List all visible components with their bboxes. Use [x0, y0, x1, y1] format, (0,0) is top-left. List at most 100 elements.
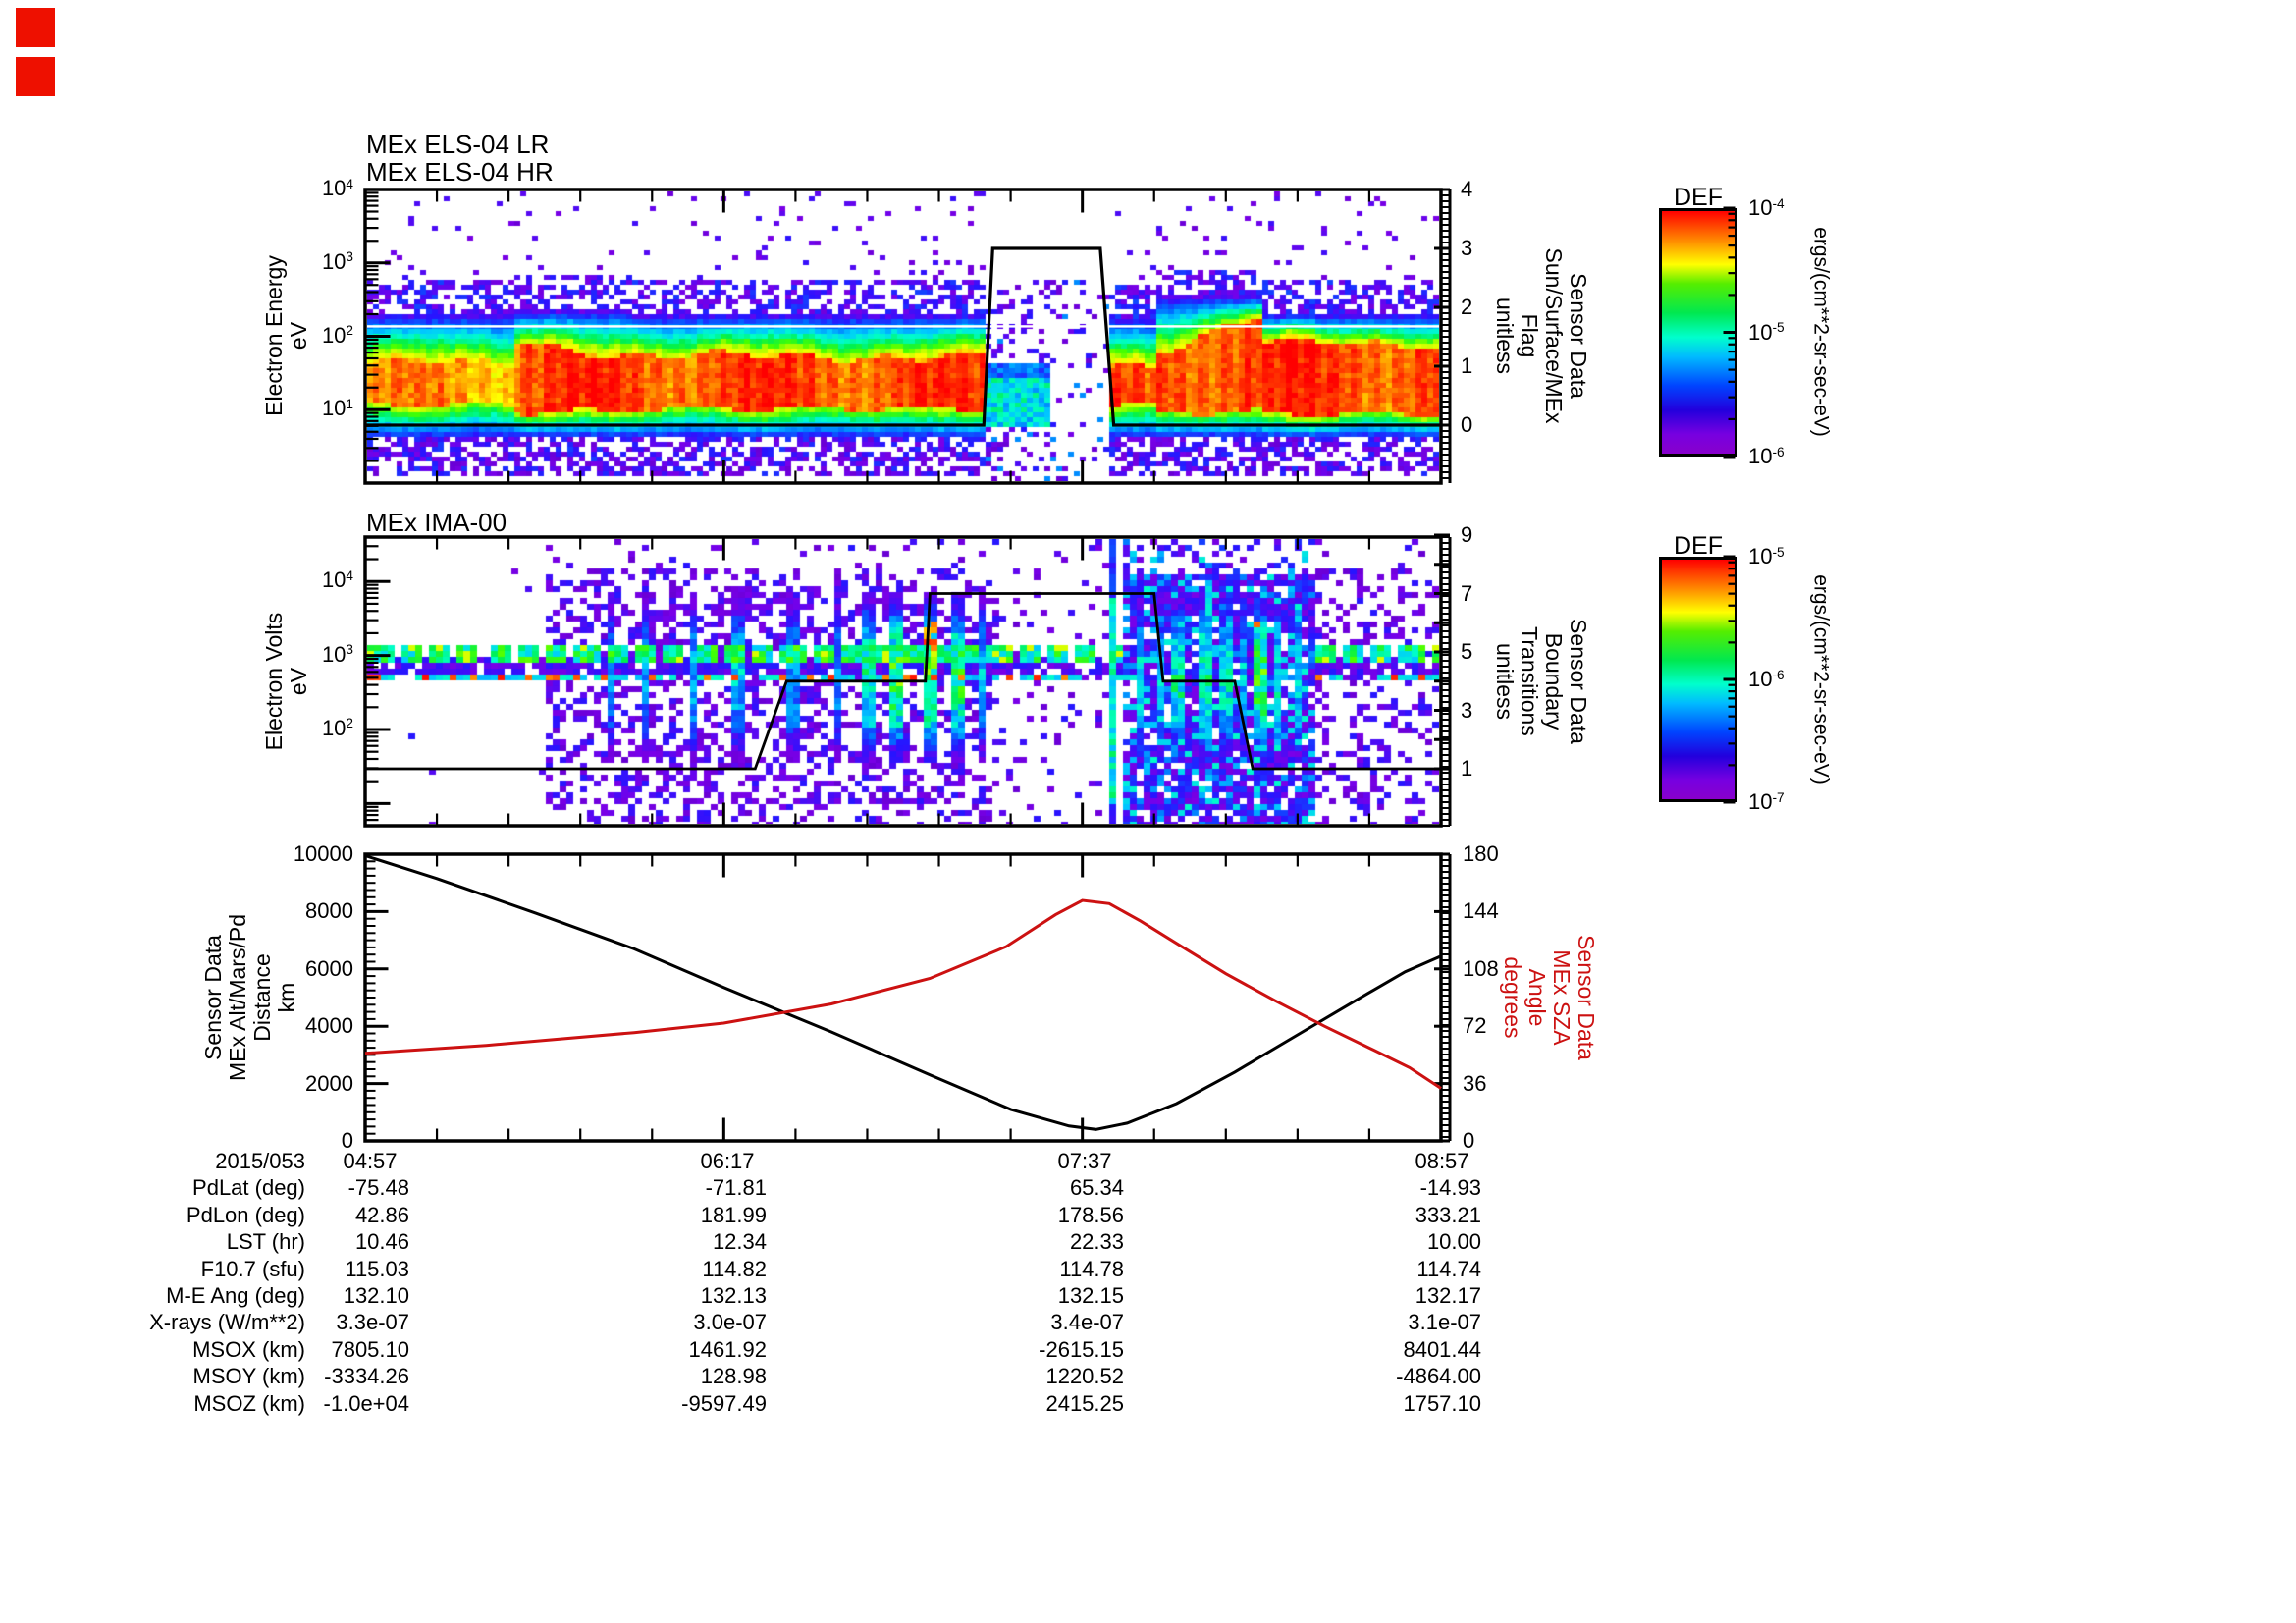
table-cell-r5c1: 3.0e-07 — [693, 1310, 767, 1334]
table-row-label-7: MSOY (km) — [192, 1364, 305, 1388]
table-row-label-6: MSOX (km) — [192, 1337, 305, 1362]
table-cell-r4c0: 132.10 — [343, 1283, 409, 1308]
colorbar1-tick-10e-6: 10-6 — [1748, 444, 1785, 468]
panel2-rlabel-line2: Boundary — [1541, 632, 1567, 730]
colorbar1-tick-10e-4: 10-4 — [1748, 195, 1785, 220]
table-cell-r7c1: 128.98 — [700, 1364, 767, 1388]
panel1-title-hr: MEx ELS-04 HR — [366, 157, 554, 187]
table-cell-r4c1: 132.13 — [700, 1283, 767, 1308]
table-cell-r7c3: -4864.00 — [1396, 1364, 1481, 1388]
panel3-rlabel-line2: MEx SZA — [1549, 949, 1575, 1046]
table-cell-r6c2: -2615.15 — [1039, 1337, 1124, 1362]
panel3-right-axis-label: Sensor Data MEx SZA Angle degrees — [1500, 935, 1599, 1060]
colorbar1-tick-10e-5: 10-5 — [1748, 319, 1785, 345]
panel2-rlabel-line3: Transitions — [1517, 626, 1542, 736]
table-cell-r3c0: 115.03 — [345, 1257, 409, 1281]
table-cell-r1c3: 333.21 — [1415, 1203, 1481, 1227]
panel1-rtick-3: 3 — [1461, 236, 1473, 260]
panel3-rlabel-line4: degrees — [1500, 956, 1525, 1039]
panel1-rtick-4: 4 — [1461, 177, 1473, 201]
table-cell-r0c3: -14.93 — [1419, 1175, 1481, 1200]
panel2-rtick-9: 9 — [1461, 522, 1473, 547]
table-cell-r8c2: 2415.25 — [1045, 1391, 1124, 1416]
panel3-ytick-10000: 10000 — [293, 841, 353, 866]
panel3-y-axis-label: Sensor Data MEx Alt/Mars/Pd Distance km — [200, 914, 299, 1081]
table-cell-r1c0: 42.86 — [354, 1203, 409, 1227]
panel2-rlabel-line4: unitless — [1492, 643, 1518, 720]
panel2-title: MEx IMA-00 — [366, 508, 507, 537]
table-cell-r1c1: 181.99 — [700, 1203, 767, 1227]
table-cell-r8c3: 1757.10 — [1403, 1391, 1481, 1416]
date-label: 2015/053 — [215, 1149, 305, 1173]
red-indicator-square-top — [16, 8, 55, 47]
table-cell-r7c0: -3334.26 — [324, 1364, 409, 1388]
panel3-ylabel-line1: Sensor Data — [200, 935, 226, 1060]
panel1-right-axis-label: Sensor Data Sun/Surface/MEx Flag unitles… — [1492, 248, 1591, 424]
table-row-label-8: MSOZ (km) — [193, 1391, 305, 1416]
table-cell-r2c1: 12.34 — [712, 1229, 767, 1254]
red-indicator-square-bottom — [16, 57, 55, 96]
panel1-ytick-10e3: 103 — [321, 248, 353, 274]
panel3-ytick-8000: 8000 — [305, 898, 353, 924]
panel3-rtick-36: 36 — [1463, 1070, 1487, 1096]
panel2-rtick-5: 5 — [1461, 639, 1473, 664]
table-cell-r0c0: -75.48 — [347, 1175, 409, 1200]
time-label-0737: 07:37 — [1057, 1149, 1112, 1173]
colorbar1-units-label: ergs/(cm**2-sr-sec-eV) — [1809, 227, 1833, 437]
panel2-ytick-10e4: 104 — [321, 568, 353, 593]
panel3-rtick-0: 0 — [1463, 1128, 1475, 1153]
panel2-rtick-3: 3 — [1461, 697, 1473, 723]
colorbar-els — [1659, 208, 1737, 457]
colorbar2-units-label: ergs/(cm**2-sr-sec-eV) — [1809, 574, 1833, 784]
panel2-right-axis-label: Sensor Data Boundary Transitions unitles… — [1492, 619, 1591, 744]
panel1-rtick-0: 0 — [1461, 412, 1473, 437]
panel3-rlabel-line1: Sensor Data — [1574, 935, 1599, 1060]
time-label-0457: 04:57 — [343, 1149, 398, 1173]
panel3-ytick-0: 0 — [341, 1128, 353, 1153]
panel3-ytick-2000: 2000 — [305, 1070, 353, 1096]
panel3-ytick-6000: 6000 — [305, 955, 353, 981]
colorbar2-def-title: DEF — [1674, 532, 1723, 560]
table-cell-r2c0: 10.46 — [354, 1229, 409, 1254]
panel2-ytick-10e3: 103 — [321, 641, 353, 667]
table-cell-r6c3: 8401.44 — [1403, 1337, 1481, 1362]
table-row-label-3: F10.7 (sfu) — [200, 1257, 305, 1281]
panel3-ylabel-line3: Distance — [249, 953, 275, 1042]
time-label-0857: 08:57 — [1415, 1149, 1469, 1173]
colorbar-ima — [1659, 557, 1737, 802]
table-cell-r2c3: 10.00 — [1426, 1229, 1481, 1254]
table-cell-r4c3: 132.17 — [1415, 1283, 1481, 1308]
table-cell-r0c2: 65.34 — [1069, 1175, 1124, 1200]
panel3-rlabel-line3: Angle — [1524, 968, 1550, 1027]
table-cell-r3c1: 114.82 — [702, 1257, 767, 1281]
table-cell-r8c1: -9597.49 — [681, 1391, 767, 1416]
panel1-ytick-10e2: 102 — [321, 322, 353, 348]
table-cell-r0c1: -71.81 — [705, 1175, 767, 1200]
panel3-ylabel-line4: km — [274, 982, 299, 1013]
panel1-title-lr: MEx ELS-04 LR — [366, 130, 550, 159]
table-cell-r1c2: 178.56 — [1057, 1203, 1124, 1227]
panel3-rtick-72: 72 — [1463, 1013, 1487, 1039]
table-row-label-1: PdLon (deg) — [186, 1203, 305, 1227]
table-cell-r6c1: 1461.92 — [688, 1337, 767, 1362]
colorbar1-def-title: DEF — [1674, 184, 1723, 211]
panel2-rtick-7: 7 — [1461, 580, 1473, 606]
panel3-rtick-144: 144 — [1463, 898, 1499, 924]
panel2-ytick-10e2: 102 — [321, 715, 353, 740]
table-cell-r3c3: 114.74 — [1416, 1257, 1481, 1281]
table-cell-r5c2: 3.4e-07 — [1050, 1310, 1124, 1334]
table-row-label-0: PdLat (deg) — [192, 1175, 305, 1200]
table-cell-r4c2: 132.15 — [1057, 1283, 1124, 1308]
panel1-rlabel-line1: Sensor Data — [1566, 273, 1591, 399]
ima-spectrogram — [367, 539, 1439, 824]
panel1-ytick-10e1: 101 — [321, 396, 353, 421]
table-cell-r5c3: 3.1e-07 — [1408, 1310, 1481, 1334]
table-cell-r7c2: 1220.52 — [1045, 1364, 1124, 1388]
panel2-rlabel-line1: Sensor Data — [1566, 619, 1591, 744]
panel3-rtick-180: 180 — [1463, 841, 1499, 866]
colorbar2-tick-10e-7: 10-7 — [1748, 789, 1785, 814]
panel1-rtick-1: 1 — [1461, 353, 1473, 378]
time-label-0617: 06:17 — [700, 1149, 755, 1173]
table-cell-r3c2: 114.78 — [1059, 1257, 1124, 1281]
